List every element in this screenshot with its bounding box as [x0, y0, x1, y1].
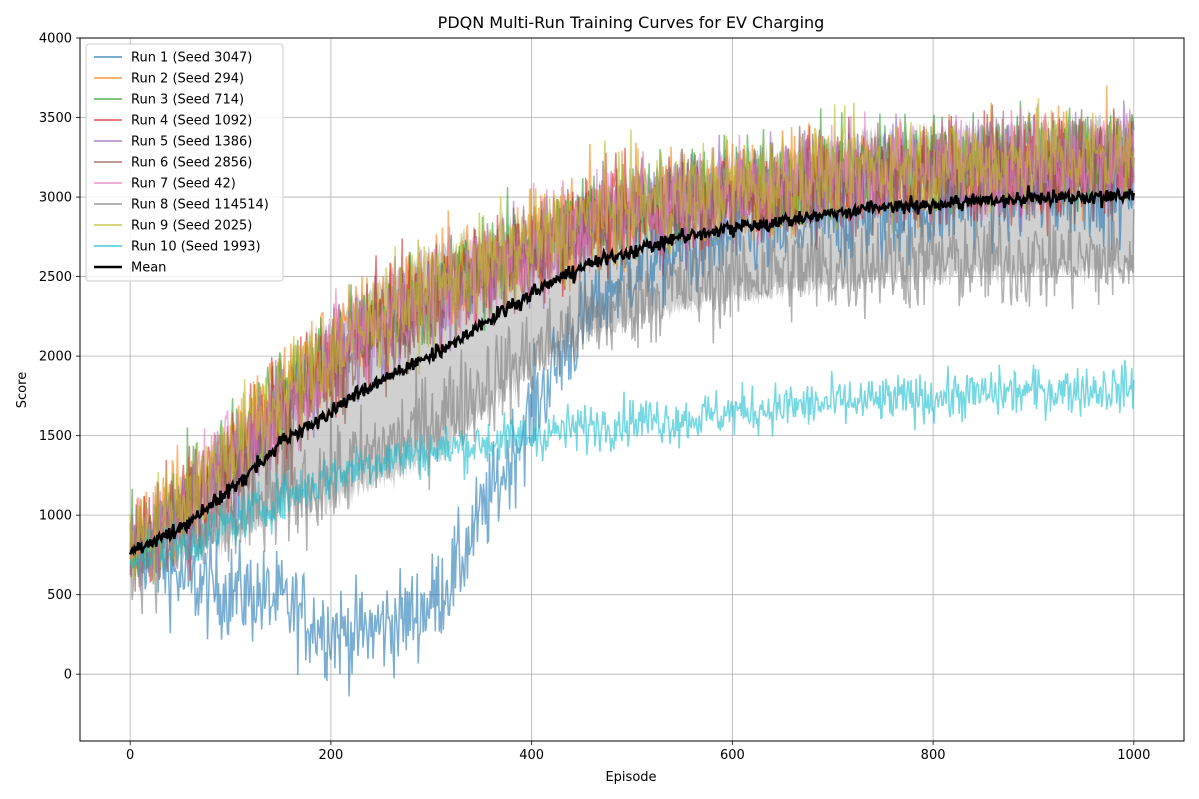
legend-label: Run 8 (Seed 114514) [131, 198, 269, 213]
legend-label: Run 5 (Seed 1386) [131, 135, 252, 150]
x-axis-label: Episode [605, 770, 656, 785]
legend-label: Run 2 (Seed 294) [131, 72, 244, 87]
x-tick-label: 400 [519, 748, 544, 763]
y-tick-label: 0 [64, 668, 72, 683]
y-axis-ticks: 0 500 1000 1500 2000 2500 3000 3500 4000 [39, 32, 80, 683]
legend-label: Run 7 (Seed 42) [131, 177, 236, 192]
legend-label: Run 1 (Seed 3047) [131, 51, 252, 66]
y-tick-label: 1000 [39, 509, 72, 524]
legend-label: Run 4 (Seed 1092) [131, 114, 252, 129]
y-tick-label: 500 [47, 588, 72, 603]
x-tick-label: 600 [720, 748, 745, 763]
legend-label: Run 3 (Seed 714) [131, 93, 244, 108]
legend-label: Mean [131, 261, 166, 276]
legend-label: Run 9 (Seed 2025) [131, 219, 252, 234]
x-tick-label: 200 [318, 748, 343, 763]
x-axis-ticks: 0 200 400 600 800 1000 [126, 741, 1150, 763]
plot-frame [79, 37, 1185, 742]
series-lines [129, 85, 1136, 697]
x-tick-label: 0 [126, 748, 134, 763]
series-line-mean [129, 185, 1136, 557]
series-line-run-10 [129, 359, 1135, 575]
y-tick-label: 3000 [39, 191, 72, 206]
y-axis-label: Score [15, 372, 30, 408]
chart-title: PDQN Multi-Run Training Curves for EV Ch… [438, 13, 825, 32]
y-tick-label: 3500 [39, 111, 72, 126]
legend-label: Run 10 (Seed 1993) [131, 240, 261, 255]
x-tick-label: 1000 [1117, 748, 1150, 763]
legend-label: Run 6 (Seed 2856) [131, 156, 252, 171]
series-line-run-8 [129, 193, 1135, 615]
y-tick-label: 1500 [39, 429, 72, 444]
legend-box [85, 43, 284, 282]
y-tick-label: 4000 [39, 32, 72, 47]
legend: Run 1 (Seed 3047) Run 2 (Seed 294) Run 3 (… [85, 43, 284, 282]
y-tick-label: 2000 [39, 350, 72, 365]
series-line-run-9 [129, 98, 1135, 582]
y-tick-label: 2500 [39, 270, 72, 285]
x-tick-label: 800 [921, 748, 946, 763]
